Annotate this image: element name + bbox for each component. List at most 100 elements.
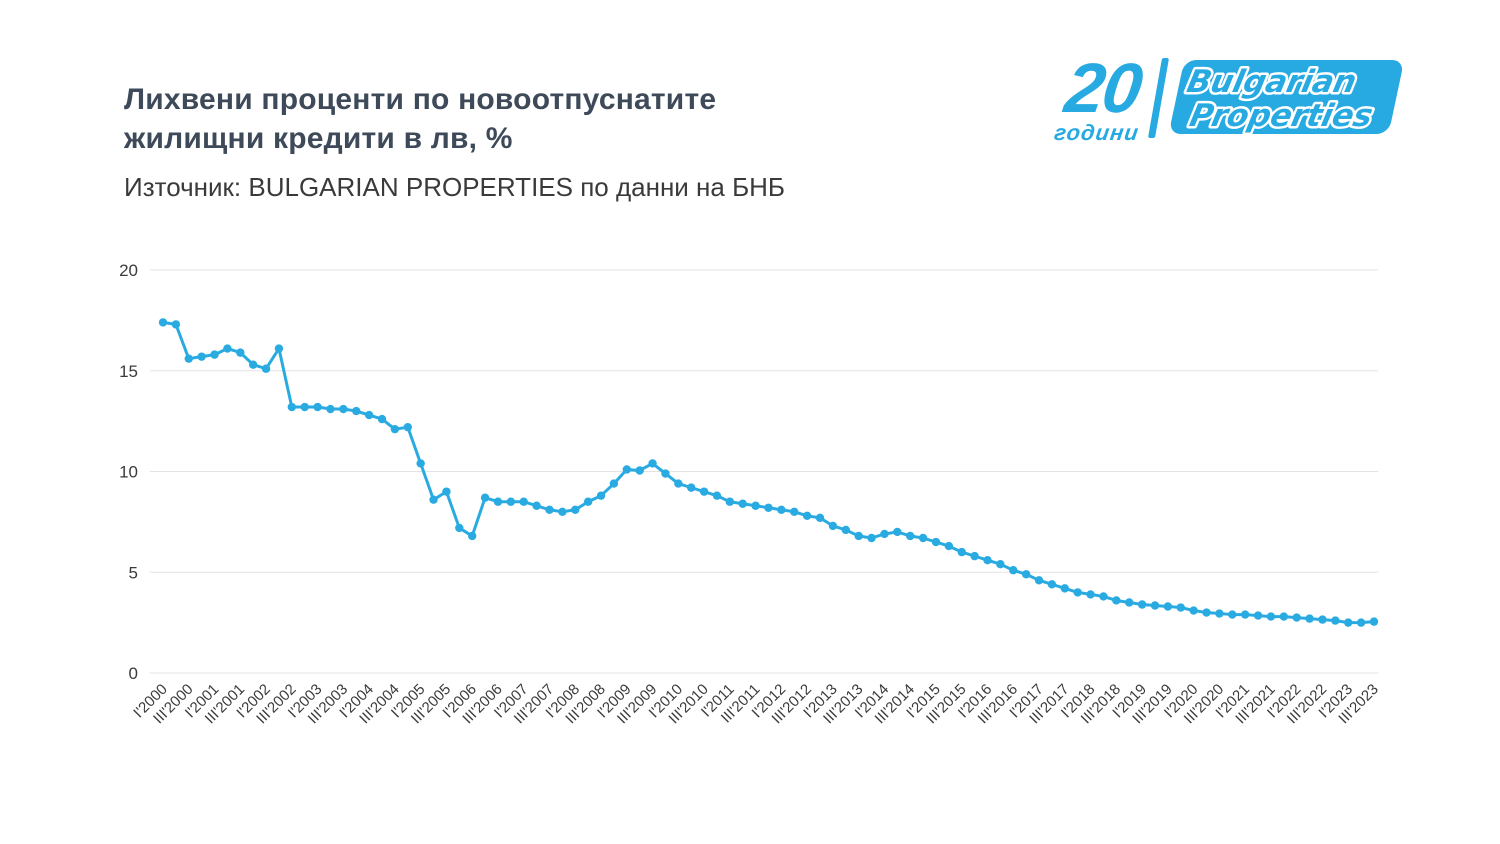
data-point bbox=[210, 350, 219, 359]
data-point bbox=[197, 352, 206, 361]
data-point bbox=[1034, 576, 1044, 585]
data-point bbox=[1305, 614, 1314, 623]
data-point bbox=[1086, 590, 1095, 599]
data-point bbox=[802, 511, 812, 521]
data-point bbox=[455, 523, 464, 533]
data-point bbox=[248, 360, 258, 369]
data-point bbox=[996, 559, 1005, 569]
data-point bbox=[674, 479, 683, 488]
data-point bbox=[1344, 618, 1353, 627]
data-point bbox=[274, 344, 284, 353]
data-point bbox=[364, 410, 374, 420]
data-point bbox=[841, 525, 850, 535]
data-point bbox=[1060, 584, 1070, 593]
data-point bbox=[1099, 592, 1108, 601]
data-point bbox=[1137, 600, 1147, 609]
data-point bbox=[699, 487, 709, 496]
data-point bbox=[1356, 618, 1366, 627]
data-point bbox=[261, 364, 271, 373]
data-point bbox=[751, 501, 760, 510]
logo-brand: Bulgarian Properties bbox=[1170, 60, 1403, 136]
y-axis-tick-label: 0 bbox=[129, 664, 138, 683]
data-point bbox=[1240, 610, 1250, 619]
data-point bbox=[506, 497, 516, 506]
data-point bbox=[184, 354, 193, 363]
chart-title-line1: Лихвени проценти по новоотпуснатите bbox=[124, 83, 717, 116]
data-point bbox=[1073, 588, 1082, 597]
data-point bbox=[1047, 580, 1057, 589]
data-point bbox=[429, 495, 438, 504]
data-point bbox=[1279, 612, 1289, 621]
data-point bbox=[1331, 616, 1340, 625]
data-point bbox=[635, 466, 644, 475]
data-point bbox=[828, 521, 838, 531]
data-point bbox=[648, 459, 657, 468]
data-point bbox=[545, 505, 554, 514]
data-point bbox=[583, 497, 593, 506]
data-point bbox=[957, 547, 966, 557]
data-point bbox=[906, 531, 915, 541]
logo-brand-line1: Bulgarian bbox=[1184, 64, 1360, 100]
y-axis-tick-label: 10 bbox=[119, 463, 138, 482]
interest-rate-line bbox=[161, 320, 1376, 625]
data-point bbox=[970, 551, 979, 561]
data-point bbox=[867, 533, 876, 543]
data-point bbox=[1228, 610, 1237, 619]
data-point bbox=[1266, 612, 1276, 621]
data-point bbox=[1318, 615, 1327, 624]
data-point bbox=[725, 497, 735, 506]
data-point bbox=[300, 402, 309, 412]
data-point bbox=[1021, 570, 1031, 579]
data-point bbox=[738, 499, 747, 508]
data-point bbox=[390, 424, 400, 434]
data-point bbox=[1125, 598, 1134, 607]
data-point bbox=[1202, 608, 1211, 617]
data-point bbox=[687, 483, 696, 492]
data-point bbox=[931, 537, 941, 547]
data-point bbox=[1292, 613, 1301, 622]
data-point bbox=[944, 541, 954, 551]
data-point bbox=[1009, 566, 1018, 575]
data-point bbox=[918, 533, 928, 543]
data-point bbox=[467, 531, 477, 541]
bulgarian-properties-logo: 20 години Bulgarian Properties bbox=[1052, 49, 1418, 146]
y-axis-tick-label: 15 bbox=[119, 362, 138, 381]
y-axis-tick-label: 5 bbox=[129, 563, 138, 582]
data-point bbox=[1215, 609, 1224, 618]
data-point bbox=[519, 497, 528, 506]
chart-source: Източник: BULGARIAN PROPERTIES по данни … bbox=[124, 172, 785, 202]
data-point bbox=[880, 529, 889, 539]
data-point bbox=[223, 344, 232, 353]
data-point bbox=[532, 501, 541, 510]
data-point bbox=[1176, 603, 1185, 612]
data-point bbox=[1369, 617, 1379, 626]
data-point bbox=[777, 505, 786, 514]
data-point bbox=[622, 465, 631, 474]
data-point bbox=[815, 513, 825, 523]
chart-title: Лихвени проценти по новоотпуснатите жили… bbox=[124, 80, 716, 158]
data-point bbox=[287, 402, 297, 412]
data-point bbox=[854, 531, 863, 541]
data-point bbox=[661, 469, 670, 478]
data-point bbox=[377, 414, 387, 424]
logo-brand-background bbox=[1170, 60, 1403, 134]
data-point bbox=[480, 493, 490, 502]
data-point bbox=[764, 503, 773, 512]
data-point bbox=[712, 491, 722, 500]
data-point bbox=[609, 479, 619, 488]
data-point bbox=[558, 507, 567, 516]
data-point bbox=[493, 497, 503, 506]
y-axis-tick-label: 20 bbox=[119, 261, 138, 280]
data-point bbox=[1150, 601, 1160, 610]
data-point bbox=[790, 507, 799, 516]
data-point bbox=[416, 459, 425, 468]
data-point bbox=[983, 555, 992, 565]
data-point bbox=[352, 406, 361, 416]
data-point bbox=[313, 402, 322, 412]
data-point bbox=[596, 491, 606, 500]
logo-brand-line2: Properties bbox=[1187, 98, 1376, 134]
data-point bbox=[339, 404, 348, 414]
data-point bbox=[571, 505, 580, 514]
